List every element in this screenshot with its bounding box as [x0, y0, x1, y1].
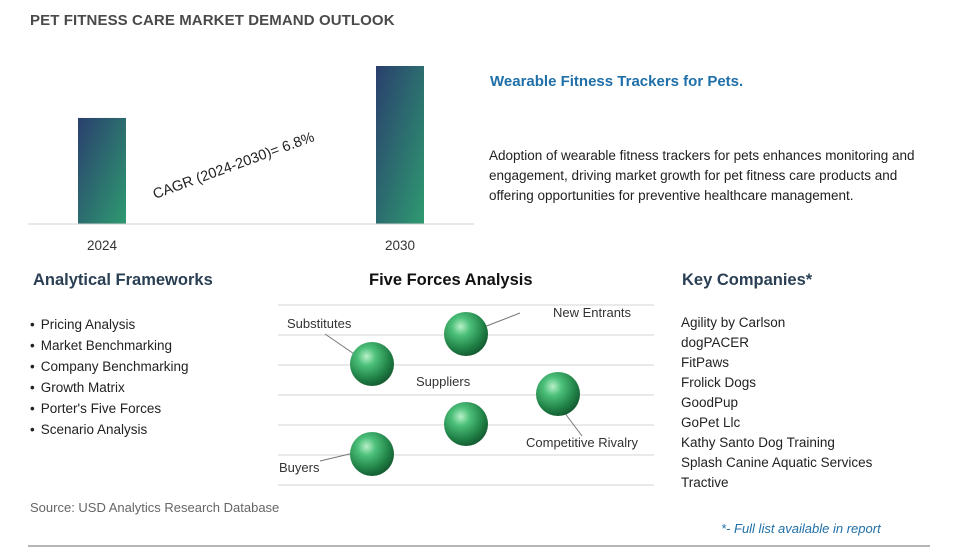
suppliers-label: Suppliers	[416, 374, 471, 389]
suppliers-sphere	[444, 402, 488, 446]
buyers-label: Buyers	[279, 460, 320, 475]
framework-item: Market Benchmarking	[30, 335, 189, 356]
competitive-rivalry-sphere	[536, 372, 580, 416]
company-item: Agility by Carlson	[681, 315, 786, 330]
frameworks-list: Pricing Analysis Market Benchmarking Com…	[30, 314, 189, 440]
substitutes-label: Substitutes	[287, 316, 352, 331]
framework-item: Scenario Analysis	[30, 419, 189, 440]
frameworks-heading: Analytical Frameworks	[33, 271, 213, 289]
framework-item: Porter's Five Forces	[30, 398, 189, 419]
substitutes-sphere	[350, 342, 394, 386]
footnote: *- Full list available in report	[721, 521, 881, 536]
five-forces-diagram: New Entrants Substitutes Suppliers Compe…	[278, 304, 654, 486]
company-item: Kathy Santo Dog Training	[681, 435, 835, 450]
five-forces-heading: Five Forces Analysis	[369, 271, 533, 289]
x-tick-label: 2030	[385, 238, 415, 253]
framework-item: Growth Matrix	[30, 377, 189, 398]
company-item: dogPACER	[681, 335, 750, 350]
company-item: Frolick Dogs	[681, 375, 757, 390]
competitive-rivalry-label: Competitive Rivalry	[526, 435, 638, 450]
framework-item: Company Benchmarking	[30, 356, 189, 377]
company-item: GoodPup	[681, 395, 739, 410]
source-note: Source: USD Analytics Research Database	[30, 500, 280, 515]
bar-chart: CAGR (2024-2030)= 6.8% 2024 2030	[28, 66, 474, 253]
companies-list: Agility by Carlson dogPACER FitPaws Frol…	[681, 313, 872, 493]
framework-item: Pricing Analysis	[30, 314, 189, 335]
company-item: FitPaws	[681, 355, 730, 370]
buyers-sphere	[350, 432, 394, 476]
company-item: Splash Canine Aquatic Services	[681, 455, 873, 470]
page-title: PET FITNESS CARE MARKET DEMAND OUTLOOK	[30, 12, 395, 29]
company-item: GoPet Llc	[681, 415, 741, 430]
bar-2030	[376, 66, 424, 224]
highlight-heading: Wearable Fitness Trackers for Pets.	[490, 73, 744, 90]
companies-heading: Key Companies*	[682, 271, 813, 289]
company-item: Tractive	[681, 475, 729, 490]
x-tick-label: 2024	[87, 238, 118, 253]
cagr-annotation: CAGR (2024-2030)= 6.8%	[151, 129, 317, 202]
bar-2024	[78, 117, 126, 224]
bottom-divider	[28, 545, 930, 547]
new-entrants-label: New Entrants	[553, 305, 632, 320]
new-entrants-sphere	[444, 312, 488, 356]
highlight-text: Adoption of wearable fitness trackers fo…	[489, 148, 915, 203]
